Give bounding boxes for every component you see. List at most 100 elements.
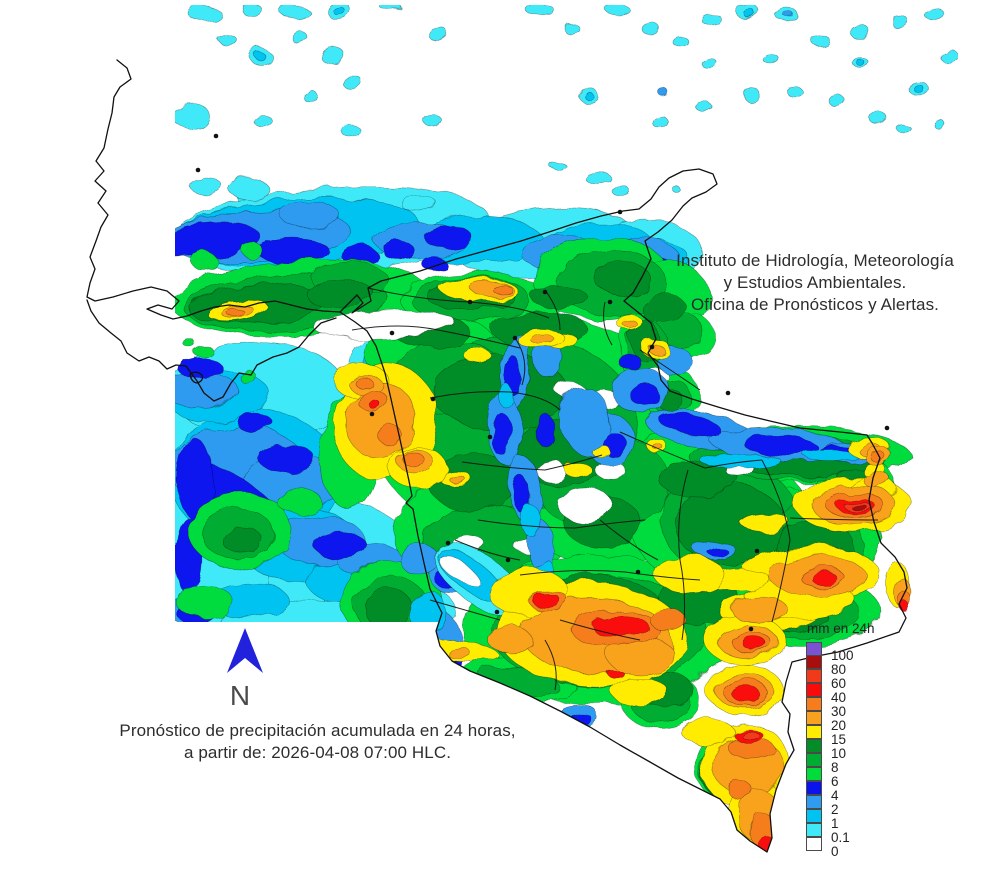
- legend-entry: 60: [806, 669, 875, 691]
- precip-blob: [175, 100, 209, 130]
- legend-entry: 0.1: [806, 823, 875, 845]
- legend-entry: 10: [806, 739, 875, 761]
- precip-blob: [218, 34, 238, 46]
- precip-blob: [912, 83, 924, 93]
- legend-swatch: [806, 669, 822, 683]
- city-dot: [505, 557, 511, 563]
- department-border: [599, 519, 659, 561]
- precip-blob: [252, 113, 272, 127]
- precip-blob: [341, 74, 363, 90]
- department-border: [429, 599, 501, 621]
- precip-blob: [534, 413, 556, 447]
- city-dot: [213, 133, 219, 139]
- precip-blob: [611, 677, 669, 707]
- precip-blob: [531, 286, 589, 310]
- precip-blob: [497, 382, 513, 408]
- precip-blob: [257, 443, 315, 473]
- department-border: [639, 349, 701, 391]
- precip-blob: [681, 718, 735, 746]
- precip-blob: [743, 9, 757, 19]
- precip-blob: [761, 52, 779, 64]
- forecast-caption-line2: a partir de: 2026-04-08 07:00 HLC.: [183, 743, 452, 762]
- precip-blob: [445, 646, 471, 658]
- legend-label: 40: [831, 690, 847, 705]
- legend-label: 4: [831, 788, 839, 803]
- legend-label: 20: [831, 718, 847, 733]
- department-border: [544, 289, 561, 331]
- precip-blob: [623, 320, 639, 330]
- city-dot: [430, 396, 436, 402]
- precip-blob: [925, 9, 947, 23]
- legend: mm en 24h 100 80 60 40 30 20 15 10 8 6 4 2 1 0.1 0: [806, 621, 875, 859]
- precip-blob: [784, 12, 796, 20]
- precip-blob: [696, 102, 714, 114]
- forecast-caption-line1: Pronóstico de precipitación acumulada en…: [119, 721, 516, 740]
- coastline: [86, 299, 337, 402]
- precip-blob: [191, 343, 213, 357]
- precip-blob: [629, 383, 661, 407]
- precip-blob: [868, 111, 888, 125]
- legend-label: 0.1: [831, 830, 850, 845]
- precipitation-field: [175, 5, 958, 852]
- city-markers: [195, 133, 890, 632]
- precip-blob: [849, 24, 871, 40]
- precip-blob: [237, 414, 275, 434]
- legend-swatch: [806, 655, 822, 669]
- precip-blob: [192, 251, 218, 273]
- precip-blob: [376, 425, 404, 445]
- precip-blob: [313, 531, 367, 559]
- legend-entry: 8: [806, 753, 875, 775]
- precip-blob: [530, 591, 560, 607]
- legend-label: 100: [831, 648, 854, 663]
- precip-blob: [862, 471, 892, 489]
- precip-blob: [640, 291, 686, 325]
- precip-blob: [582, 91, 594, 99]
- precip-blob: [890, 15, 910, 29]
- legend-label: 0: [831, 844, 839, 859]
- precip-blob: [701, 13, 723, 27]
- map-boundaries: [86, 59, 908, 853]
- coastline: [189, 371, 204, 384]
- precip-blob: [727, 780, 753, 800]
- precip-blob: [827, 93, 845, 107]
- city-dot: [445, 540, 451, 546]
- legend-label: 30: [831, 704, 847, 719]
- precip-blob: [226, 308, 246, 318]
- legend-title: mm en 24h: [807, 621, 875, 636]
- north-arrow-icon: [227, 628, 263, 673]
- legend-label: 15: [831, 732, 847, 747]
- precip-blob: [855, 58, 865, 66]
- department-border: [761, 459, 791, 623]
- precip-blob: [810, 571, 838, 585]
- legend-swatch: [806, 837, 822, 851]
- precip-blob: [241, 5, 263, 17]
- precip-blob: [551, 163, 569, 173]
- city-dot: [725, 390, 731, 396]
- precip-blob: [409, 589, 447, 635]
- precip-blob: [699, 56, 717, 68]
- city-dot: [369, 411, 375, 417]
- legend-entry: 15: [806, 725, 875, 747]
- precip-blob: [381, 5, 403, 14]
- department-border: [519, 570, 701, 581]
- legend-label: 1: [831, 816, 839, 831]
- legend-swatch: [806, 725, 822, 739]
- legend-swatch: [806, 753, 822, 767]
- precip-blob: [557, 487, 613, 523]
- precip-blob: [188, 5, 222, 23]
- precip-blob: [491, 284, 513, 294]
- department-border: [514, 337, 526, 386]
- legend-swatch: [806, 781, 822, 795]
- legend-label: 10: [831, 746, 847, 761]
- legend-swatch: [806, 642, 822, 656]
- precip-blob: [279, 202, 341, 228]
- forecast-caption: Pronóstico de precipitación acumulada en…: [60, 720, 575, 764]
- precip-blob: [492, 412, 512, 458]
- precip-blob: [401, 196, 439, 214]
- precip-blob: [563, 462, 593, 478]
- precip-blob: [381, 240, 415, 260]
- city-dot: [884, 425, 890, 431]
- precip-blob: [741, 435, 819, 455]
- precip-blob: [603, 5, 629, 14]
